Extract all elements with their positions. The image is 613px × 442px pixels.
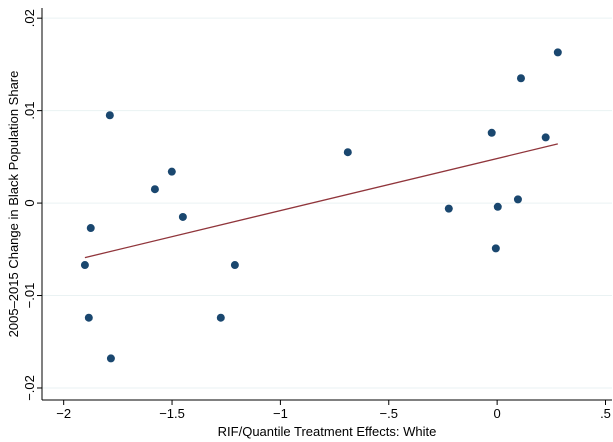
point [105,111,114,120]
point [491,244,500,253]
y-tick-label: −.02 [22,375,37,401]
point [516,74,525,83]
point [343,148,352,157]
x-tick-label: −.5 [380,406,398,421]
y-tick-label: −.01 [22,283,37,309]
fit-line [84,143,558,259]
point [553,48,562,57]
point [150,185,159,194]
point [80,261,89,270]
point [86,224,95,233]
y-axis-title: 2005–2015 Change in Black Population Sha… [6,71,21,338]
y-tick-label: .01 [22,102,37,120]
point [493,202,502,211]
x-tick-label: 0 [494,406,501,421]
point [444,204,453,213]
x-axis-title: RIF/Quantile Treatment Effects: White [218,424,437,439]
x-tick-label: −2 [56,406,71,421]
point [167,167,176,176]
point [84,313,93,322]
point [230,261,239,270]
x-tick-label: −1.5 [159,406,185,421]
x-tick-label: −1 [273,406,288,421]
point [513,195,522,204]
point [106,354,115,363]
y-tick-label: .02 [22,9,37,27]
point [487,128,496,137]
point [541,133,550,142]
point [216,313,225,322]
point [178,212,187,221]
y-tick-label: 0 [22,199,37,206]
x-tick-label: .5 [600,406,611,421]
